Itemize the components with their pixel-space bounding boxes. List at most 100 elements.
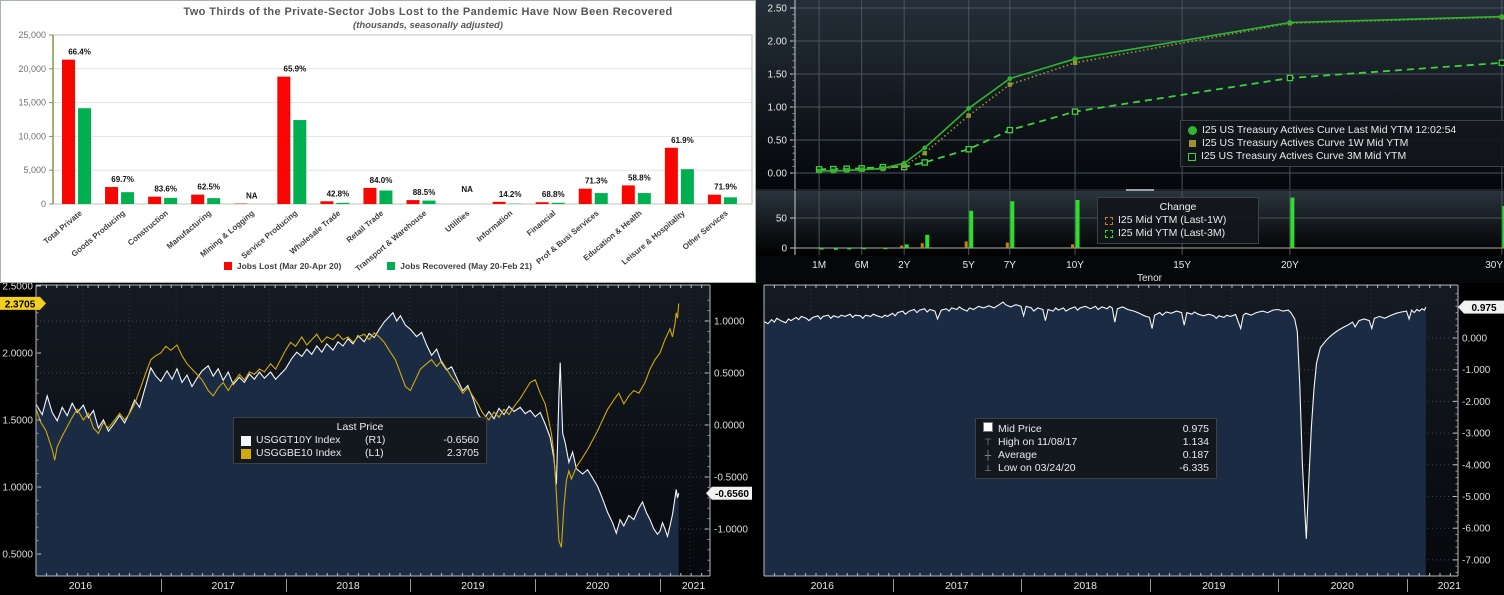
bar-jobs-recovered bbox=[379, 190, 393, 204]
low-value: -6.335 bbox=[1179, 462, 1209, 474]
jobs-recovered-swatch bbox=[387, 262, 396, 270]
tenor-tick: 20Y bbox=[1281, 260, 1299, 271]
high-value: 1.134 bbox=[1182, 436, 1209, 448]
change-bar-1w bbox=[964, 241, 968, 248]
year-label: 2016 bbox=[68, 580, 93, 592]
bar-jobs-recovered bbox=[680, 169, 694, 204]
curve-legend-1w: I25 US Treasury Actives Curve 1W Mid YTM bbox=[1188, 137, 1504, 150]
bar-value-label: NA bbox=[461, 185, 473, 194]
bar-jobs-lost bbox=[664, 147, 678, 204]
bar-value-label: 68.8% bbox=[542, 190, 565, 199]
svg-text:-6.000: -6.000 bbox=[1462, 524, 1491, 535]
bar-jobs-lost bbox=[492, 201, 506, 204]
bar-value-label: 14.2% bbox=[499, 190, 522, 199]
category-label: Retail Trade bbox=[345, 208, 386, 244]
curve-last-marker-icon bbox=[1188, 126, 1197, 135]
bar-value-label: 66.4% bbox=[68, 48, 91, 57]
legend-item-jobs-recovered: Jobs Recovered (May 20-Feb 21) bbox=[387, 261, 532, 271]
curve-last-label: I25 US Treasury Actives Curve Last Mid Y… bbox=[1202, 124, 1457, 136]
jobs-grid: 25,000 20,000 15,000 10,000 5,000 0 bbox=[18, 30, 753, 209]
svg-text:-4.000: -4.000 bbox=[1462, 460, 1491, 471]
bar-jobs-lost bbox=[277, 76, 291, 204]
year-label: 2020 bbox=[585, 580, 610, 592]
ts-series bbox=[35, 303, 680, 548]
tenor-tick: 10Y bbox=[1066, 260, 1084, 271]
year-label: 2020 bbox=[1330, 580, 1354, 592]
change-bar-3m bbox=[1290, 197, 1295, 248]
jobs-recovered-label: Jobs Recovered (May 20-Feb 21) bbox=[400, 261, 533, 271]
svg-text:0: 0 bbox=[41, 199, 46, 209]
change-legend[interactable]: Change I25 Mid YTM (Last-1W) I25 Mid YTM… bbox=[1097, 197, 1259, 244]
year-divider bbox=[535, 579, 537, 592]
rates-history-panel[interactable]: 2.5000 2.0000 1.5000 1.0000 0.5000 1.0000 0.50… bbox=[0, 283, 752, 595]
svg-text:15,000: 15,000 bbox=[18, 98, 46, 108]
year-divider bbox=[1278, 579, 1279, 592]
year-divider bbox=[1149, 579, 1151, 592]
year-divider bbox=[160, 579, 162, 592]
svg-text:-2.000: -2.000 bbox=[1462, 397, 1491, 408]
curve-series-0 bbox=[816, 14, 1504, 174]
tooltip-row-average: ┼ Average 0.187 bbox=[983, 449, 1209, 462]
bar-jobs-lost bbox=[320, 201, 334, 204]
year-label: 2019 bbox=[1202, 580, 1226, 592]
mid-price-panel[interactable]: 0.000 -1.000 -2.000 -3.000 -4.000 -5.000 -6.00… bbox=[752, 283, 1504, 595]
usggt10y-last: -0.6560 bbox=[443, 434, 479, 446]
change-bar-3m bbox=[1010, 201, 1015, 248]
category-label: Utilities bbox=[443, 208, 471, 234]
change-bar-3m bbox=[904, 244, 909, 248]
usggt10y-axis: (R1) bbox=[365, 434, 386, 446]
treasury-curve-panel[interactable]: 2.50 2.00 1.50 1.00 0.50 0.00 50 0 1M 6M 2Y 5Y 7Y 10Y… bbox=[756, 0, 1504, 283]
svg-text:1.5000: 1.5000 bbox=[2, 416, 33, 427]
bar-value-label: 71.9% bbox=[714, 183, 737, 192]
svg-text:2.50: 2.50 bbox=[768, 4, 788, 15]
curve-legend[interactable]: I25 US Treasury Actives Curve Last Mid Y… bbox=[1180, 120, 1504, 167]
tenor-axis-title: Tenor bbox=[1137, 273, 1163, 283]
usggbe10-last: 2.3705 bbox=[446, 447, 479, 459]
svg-text:-7.000: -7.000 bbox=[1462, 555, 1491, 566]
jobs-chart-surface[interactable]: 25,000 20,000 15,000 10,000 5,000 0 66.4% 69.7%… bbox=[1, 1, 755, 282]
low-icon: ⊥ bbox=[984, 463, 992, 473]
svg-text:0.5000: 0.5000 bbox=[714, 369, 745, 380]
curve-1w-marker-icon bbox=[1189, 140, 1196, 147]
jobs-chart-legend: Jobs Lost (Mar 20-Apr 20) Jobs Recovered… bbox=[1, 261, 755, 271]
svg-text:1.0000: 1.0000 bbox=[714, 317, 745, 328]
year-divider bbox=[285, 579, 287, 592]
change-bar-1w bbox=[920, 243, 924, 248]
bar-jobs-lost bbox=[578, 188, 592, 204]
svg-text:1.00: 1.00 bbox=[768, 103, 788, 114]
bar-value-label: 88.5% bbox=[413, 188, 436, 197]
change-bar-1w bbox=[1071, 244, 1075, 248]
category-label: Manufacturing bbox=[165, 209, 213, 251]
year-divider bbox=[1406, 579, 1408, 592]
svg-text:10,000: 10,000 bbox=[18, 131, 46, 141]
year-label: 2016 bbox=[810, 580, 834, 592]
change-1w-label: I25 Mid YTM (Last-1W) bbox=[1118, 214, 1227, 226]
rates-legend[interactable]: Last Price USGGT10Y Index (R1) -0.6560 U… bbox=[233, 417, 487, 464]
jobs-chart-title: Two Thirds of the Private-Sector Jobs Lo… bbox=[183, 6, 673, 18]
bar-jobs-recovered bbox=[594, 193, 608, 204]
bar-value-label: 62.5% bbox=[197, 183, 220, 192]
bar-value-label: 83.6% bbox=[154, 185, 177, 194]
category-label: Other Services bbox=[681, 208, 730, 252]
change-bar-3m bbox=[925, 234, 930, 248]
bar-value-label: 84.0% bbox=[370, 176, 393, 185]
jobs-chart-panel[interactable]: Two Thirds of the Private-Sector Jobs Lo… bbox=[0, 0, 756, 283]
change-bar-1w bbox=[1285, 247, 1289, 249]
mid-price-tooltip[interactable]: Mid Price 0.975 ⊤ High on 11/08/17 1.134… bbox=[975, 418, 1217, 479]
usggt10y-name: USGGT10Y Index bbox=[256, 434, 341, 446]
svg-text:1.0000: 1.0000 bbox=[2, 483, 33, 494]
legend-item-jobs-lost: Jobs Lost (Mar 20-Apr 20) bbox=[223, 261, 341, 271]
rates-x-axis: 2016 2017 2018 2019 2020 2021 bbox=[0, 578, 752, 595]
bar-value-label: 58.8% bbox=[628, 173, 651, 182]
svg-text:2.00: 2.00 bbox=[768, 37, 788, 48]
svg-text:-3.000: -3.000 bbox=[1462, 429, 1491, 440]
usggbe10-name: USGGBE10 Index bbox=[256, 447, 342, 459]
svg-text:2.5000: 2.5000 bbox=[2, 283, 33, 293]
year-label: 2017 bbox=[945, 580, 969, 592]
bar-jobs-recovered bbox=[164, 197, 178, 204]
bar-jobs-lost bbox=[707, 194, 721, 204]
jobs-chart-subtitle: (thousands, seasonally adjusted) bbox=[353, 20, 503, 31]
change-bar-3m bbox=[847, 248, 852, 250]
low-label: Low on 03/24/20 bbox=[998, 462, 1076, 474]
bar-value-label: 69.7% bbox=[111, 175, 134, 184]
